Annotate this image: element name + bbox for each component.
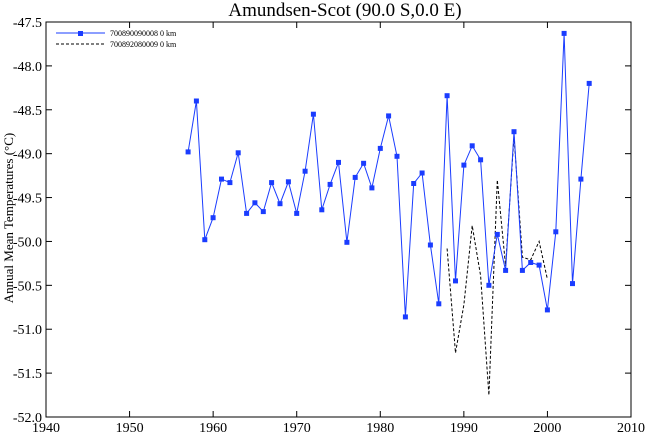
series-1-point (294, 210, 300, 216)
series-1-point (553, 229, 559, 235)
y-tick-label: -48.0 (13, 60, 42, 75)
chart-title: Amundsen-Scot (90.0 S,0.0 E) (228, 0, 461, 21)
series-1-point (427, 242, 433, 248)
y-tick-label: -50.0 (13, 235, 42, 250)
y-tick-label: -49.0 (13, 148, 42, 163)
series-1-point (386, 113, 392, 119)
series-1-point (285, 179, 291, 185)
series-1-point (419, 170, 425, 176)
y-tick-label: -47.5 (13, 16, 42, 31)
series-1-point (352, 174, 358, 180)
x-tick-label: 1990 (450, 421, 478, 435)
x-tick-label: 1980 (366, 421, 394, 435)
y-tick-label: -51.5 (13, 367, 42, 382)
series-1-point (369, 185, 375, 191)
series-1-point (528, 260, 534, 265)
series-1-point (561, 30, 567, 36)
series-1-point (394, 153, 400, 159)
series-1-point (219, 176, 224, 182)
series-1-point (269, 180, 275, 186)
legend-label-series-2: 700892080009 0 km (110, 40, 177, 49)
series-1-point (185, 149, 191, 155)
series-1-point (469, 143, 475, 149)
series-1-point (377, 145, 383, 151)
x-tick-label: 1960 (199, 421, 227, 435)
legend-marker-series-1 (78, 31, 83, 36)
series-1-point (453, 278, 458, 284)
series-1-point (586, 80, 592, 86)
series-1-point (519, 267, 525, 273)
x-tick-label: 1950 (116, 421, 144, 435)
y-tick-label: -50.5 (13, 279, 42, 294)
plot-frame (45, 21, 632, 418)
series-1-point (503, 267, 509, 273)
x-tick-label: 2010 (617, 421, 645, 435)
series-1-point (578, 176, 584, 182)
series-1-point (478, 157, 484, 163)
series-1-point (444, 93, 450, 99)
x-tick-label: 1970 (283, 421, 311, 435)
series-1-point (260, 209, 266, 215)
series-1-point (461, 162, 467, 168)
series-1-point (361, 160, 367, 166)
series-1-point (193, 98, 199, 104)
series-1-point (277, 201, 283, 207)
series-1-point (327, 181, 333, 187)
series-1-point (244, 210, 250, 216)
series-1-point (344, 239, 350, 245)
y-axis-title: Annual Mean Temperatures (°C) (1, 133, 16, 303)
series-1-point (544, 307, 550, 313)
series-1 (185, 30, 592, 320)
series-1-point (336, 159, 341, 165)
series-1-line (187, 33, 590, 317)
y-axis: -47.5 -48.0 -48.5 -49.0 -49.5 -50.0 -50.5 -51.0… (13, 16, 631, 426)
series-1-point (210, 215, 216, 221)
series-2-line (446, 136, 548, 396)
series-layer (185, 30, 592, 396)
series-1-point (570, 281, 575, 287)
series-1-point (402, 314, 408, 320)
x-tick-label: 1940 (32, 421, 60, 435)
y-tick-label: -49.5 (13, 192, 42, 207)
legend: 700890090008 0 km 700892080009 0 km (56, 29, 177, 49)
y-tick-label: -51.0 (13, 323, 42, 338)
legend-item-series-1: 700890090008 0 km (56, 29, 177, 38)
series-1-point (536, 262, 542, 268)
series-1-point (227, 180, 233, 186)
series-1-point (319, 207, 325, 213)
x-axis: 1940 1950 1960 1970 1980 1990 2000 2010 (32, 22, 645, 435)
series-1-point (202, 237, 208, 243)
series-1-point (411, 181, 417, 186)
series-1-point (511, 129, 517, 135)
series-1-point (302, 168, 308, 174)
series-1-point (235, 150, 241, 156)
series-1-point (486, 282, 492, 288)
legend-label-series-1: 700890090008 0 km (110, 29, 177, 38)
x-tick-label: 2000 (533, 421, 561, 435)
series-2 (446, 136, 548, 396)
legend-item-series-2: 700892080009 0 km (56, 40, 177, 49)
y-tick-label: -52.0 (13, 411, 42, 426)
series-1-point (252, 200, 258, 206)
series-1-point (494, 231, 500, 237)
series-1-point (436, 301, 442, 307)
y-tick-label: -48.5 (13, 104, 42, 119)
series-1-point (310, 111, 316, 117)
